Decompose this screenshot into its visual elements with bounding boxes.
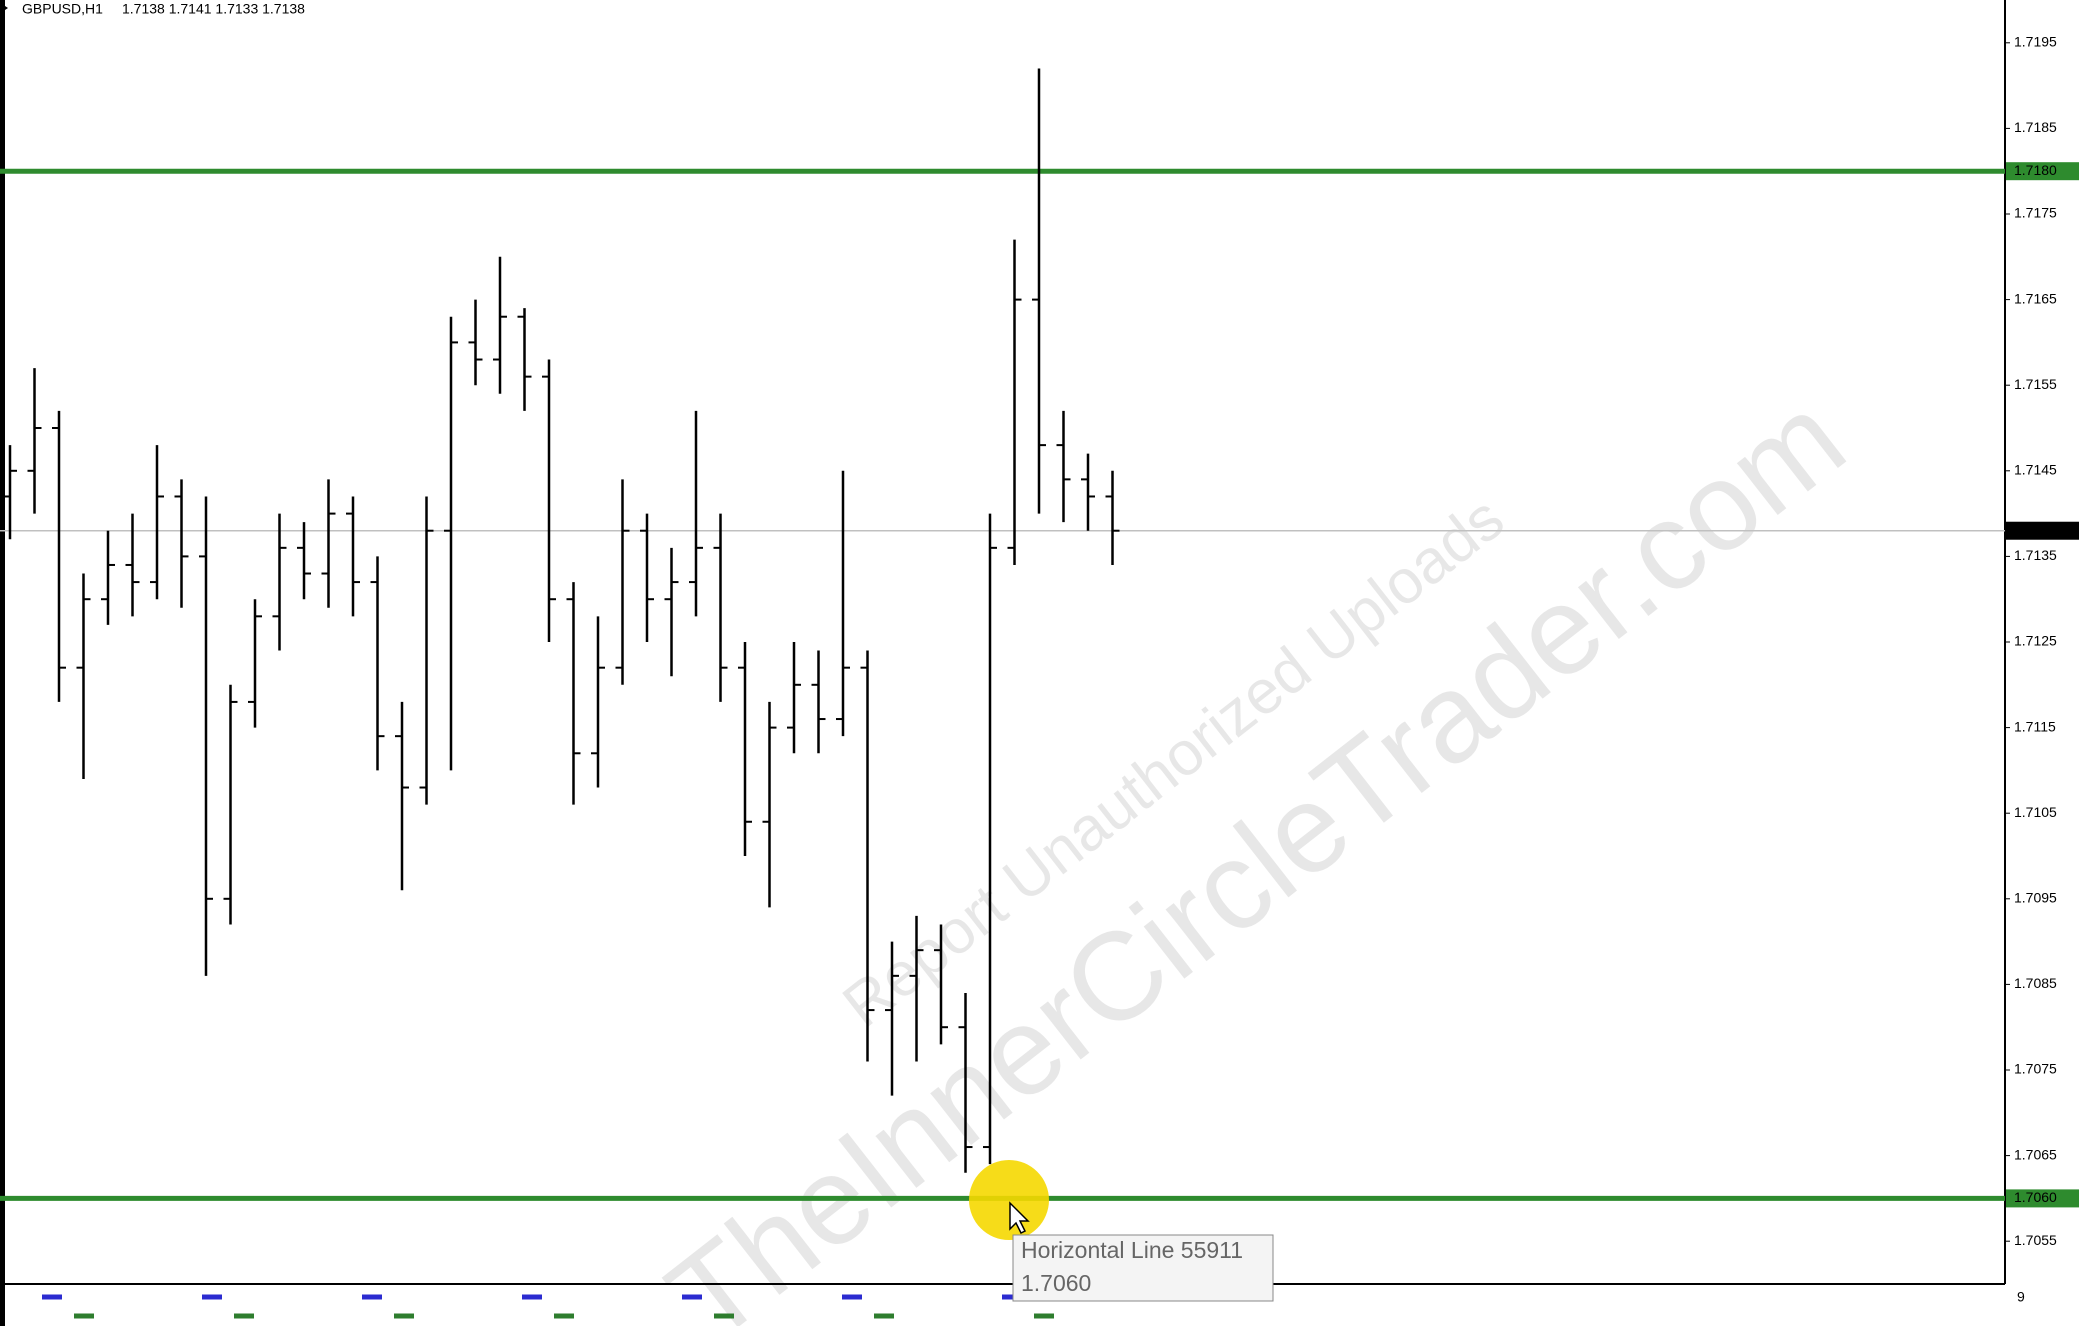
y-tick-label: 1.7135: [2014, 547, 2057, 563]
y-tick-label: 1.7115: [2014, 718, 2056, 734]
level-label: 1.7138: [2014, 521, 2057, 537]
level-label-box: [2006, 1189, 2079, 1208]
header-arrow: [2, 4, 8, 12]
left-edge: [0, 0, 5, 1326]
quote: 1.7138 1.7141 1.7133 1.7138: [122, 1, 305, 17]
y-tick-label: 1.7175: [2014, 205, 2057, 221]
y-tick-label: 1.7165: [2014, 290, 2057, 306]
y-tick-label: 1.7095: [2014, 890, 2057, 906]
level-label: 1.7060: [2014, 1189, 2057, 1205]
y-tick-label: 1.7055: [2014, 1232, 2057, 1248]
y-tick-label: 1.7195: [2014, 34, 2057, 50]
tooltip-value: 1.7060: [1021, 1270, 1091, 1296]
y-tick-label: 1.7125: [2014, 633, 2057, 649]
y-tick-label: 1.7075: [2014, 1061, 2057, 1077]
y-tick-label: 1.7145: [2014, 462, 2057, 478]
level-label-box: [2006, 521, 2079, 540]
symbol: GBPUSD,H1: [22, 1, 103, 17]
bars: [0, 68, 2005, 1201]
axis-corner: 9: [2017, 1289, 2025, 1305]
y-tick-label: 1.7105: [2014, 804, 2057, 820]
level-label-box: [2006, 162, 2079, 181]
y-tick-label: 1.7185: [2014, 119, 2057, 135]
tooltip: [1012, 1234, 1274, 1302]
cursor-highlight: [969, 1160, 1049, 1240]
level-label: 1.7180: [2014, 162, 2057, 178]
y-tick-label: 1.7065: [2014, 1146, 2057, 1162]
bottom-markers: [42, 1294, 1054, 1319]
tooltip-name: Horizontal Line 55911: [1021, 1237, 1243, 1263]
cursor: [1009, 1201, 1030, 1235]
y-tick-label: 1.7155: [2014, 376, 2057, 392]
y-tick-label: 1.7085: [2014, 975, 2057, 991]
